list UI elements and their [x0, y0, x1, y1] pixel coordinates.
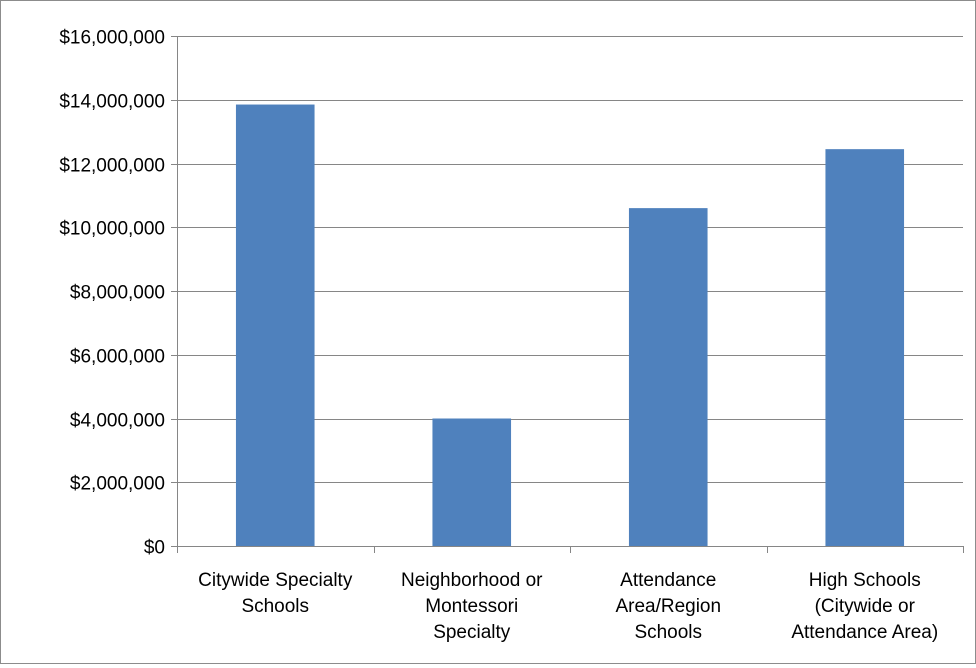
bars — [235, 104, 905, 546]
bar — [432, 418, 512, 546]
y-tick-label: $0 — [144, 538, 165, 559]
y-tick-label: $10,000,000 — [59, 219, 165, 240]
x-tick-label: Neighborhood or Montessori Specialty — [401, 570, 543, 643]
bar — [628, 208, 708, 546]
y-tick-label: $2,000,000 — [70, 474, 165, 495]
x-tick-label: Citywide Specialty Schools — [198, 570, 353, 617]
x-tick-label: High Schools (Citywide or Attendance Area) — [791, 570, 938, 643]
bar — [825, 149, 905, 546]
y-tick-label: $14,000,000 — [59, 92, 165, 113]
y-tick-labels: $0 $2,000,000 $4,000,000 $6,000,000 $8,000,0… — [59, 28, 165, 559]
axes — [171, 36, 964, 553]
y-tick-label: $16,000,000 — [59, 28, 165, 49]
y-tick-label: $12,000,000 — [59, 156, 165, 177]
y-tick-label: $8,000,000 — [70, 283, 165, 304]
y-tick-label: $6,000,000 — [70, 347, 165, 368]
x-tick-label: Attendance Area/Region Schools — [615, 570, 721, 643]
bar — [235, 104, 315, 546]
y-tick-label: $4,000,000 — [70, 411, 165, 432]
x-tick-labels: Citywide Specialty Schools Neighborhood or… — [198, 570, 938, 643]
